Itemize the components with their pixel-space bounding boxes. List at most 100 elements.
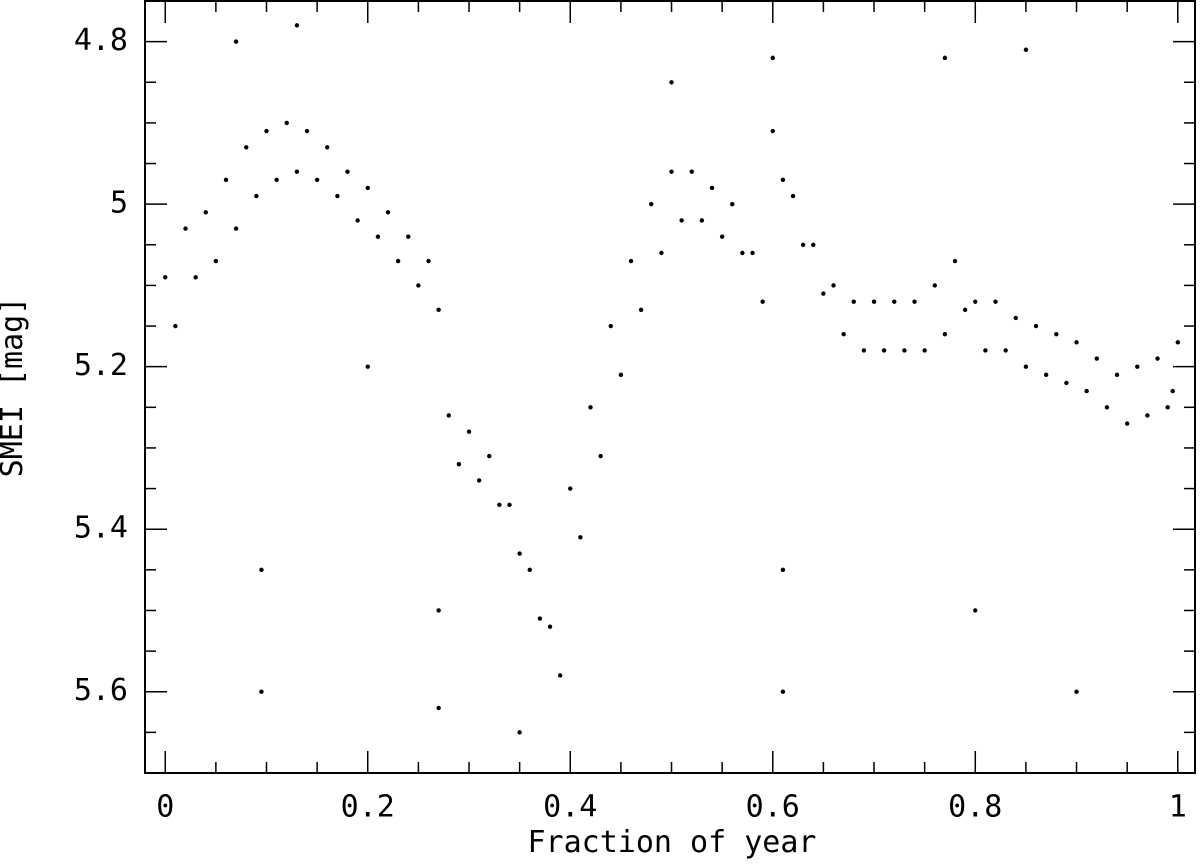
data-point	[497, 502, 502, 508]
data-point	[274, 177, 279, 182]
data-point	[183, 226, 188, 231]
data-point	[193, 275, 198, 280]
data-point	[233, 39, 239, 44]
data-point	[770, 128, 775, 134]
data-point	[1013, 315, 1018, 321]
data-point	[517, 551, 522, 556]
data-point	[730, 201, 735, 207]
data-point	[790, 193, 796, 199]
data-point	[973, 299, 978, 304]
data-point	[259, 689, 264, 694]
data-point	[649, 201, 654, 207]
data-point	[709, 185, 715, 191]
data-point	[973, 608, 978, 613]
data-point	[1003, 348, 1008, 353]
data-point	[244, 145, 249, 150]
data-point	[770, 55, 775, 61]
y-tick-label: 5.6	[74, 673, 128, 708]
x-tick-label: 0.6	[746, 790, 800, 825]
data-point	[436, 608, 441, 613]
x-tick-label: 0.4	[543, 790, 597, 825]
data-point	[1084, 388, 1089, 394]
data-point	[395, 258, 401, 264]
data-point	[922, 348, 927, 353]
data-point	[679, 218, 684, 223]
data-point	[669, 169, 674, 174]
data-point	[163, 275, 168, 280]
data-point	[699, 218, 705, 223]
data-point	[365, 364, 370, 369]
data-point	[304, 128, 310, 134]
data-point	[284, 120, 289, 126]
data-point	[780, 177, 786, 182]
data-point	[406, 234, 411, 239]
x-axis-label: Fraction of year	[528, 825, 817, 860]
data-point	[1074, 340, 1079, 345]
y-tick-label: 5.2	[74, 348, 128, 383]
data-point	[588, 405, 593, 410]
data-point	[831, 283, 836, 288]
data-point	[294, 169, 300, 174]
data-point	[1094, 356, 1099, 361]
data-point	[314, 177, 320, 182]
data-point	[952, 258, 958, 264]
data-point	[659, 250, 664, 256]
data-point	[456, 462, 462, 467]
data-point	[436, 307, 441, 312]
data-point	[1054, 331, 1059, 337]
x-tick-label: 0.8	[948, 790, 1002, 825]
data-point	[1074, 689, 1079, 694]
y-tick-label: 4.8	[74, 23, 128, 58]
data-point	[466, 429, 472, 434]
data-point	[264, 128, 269, 134]
data-point	[669, 80, 674, 85]
data-point	[1175, 340, 1180, 345]
data-point	[993, 299, 998, 304]
y-axis-label: SMEI [mag]	[0, 297, 30, 478]
data-point	[1104, 405, 1110, 410]
data-point	[1145, 413, 1150, 418]
data-point	[1023, 364, 1029, 369]
data-point	[385, 210, 391, 215]
data-point	[881, 348, 887, 353]
data-point	[638, 307, 644, 312]
data-point	[527, 567, 532, 573]
data-point	[507, 502, 512, 508]
data-point	[578, 535, 583, 540]
data-point	[942, 55, 948, 61]
data-point	[259, 567, 264, 573]
data-point	[568, 486, 573, 491]
data-point	[719, 234, 725, 239]
data-point	[1043, 372, 1049, 378]
y-tick-label: 5	[110, 186, 128, 221]
data-point	[537, 616, 543, 621]
data-point	[345, 169, 350, 174]
data-point	[426, 258, 431, 264]
data-point	[547, 624, 553, 629]
x-tick-label: 0	[156, 790, 174, 825]
data-point	[608, 323, 613, 329]
data-point	[902, 348, 907, 353]
data-point	[892, 299, 897, 304]
data-point	[517, 730, 522, 735]
data-point	[983, 348, 988, 353]
data-point	[487, 453, 492, 459]
data-point	[223, 177, 229, 182]
data-point	[932, 283, 937, 288]
data-point	[355, 218, 360, 223]
data-point	[740, 250, 745, 256]
data-point	[365, 185, 370, 191]
data-point	[476, 478, 482, 483]
data-point	[811, 242, 816, 247]
data-point	[750, 250, 755, 256]
data-point	[436, 705, 441, 711]
data-point	[821, 291, 826, 296]
data-point	[1064, 380, 1069, 386]
data-point	[233, 226, 239, 231]
data-point	[628, 258, 634, 264]
data-point	[1023, 47, 1029, 52]
data-point	[851, 299, 856, 304]
plot-frame	[144, 0, 1196, 774]
data-point	[962, 307, 968, 312]
